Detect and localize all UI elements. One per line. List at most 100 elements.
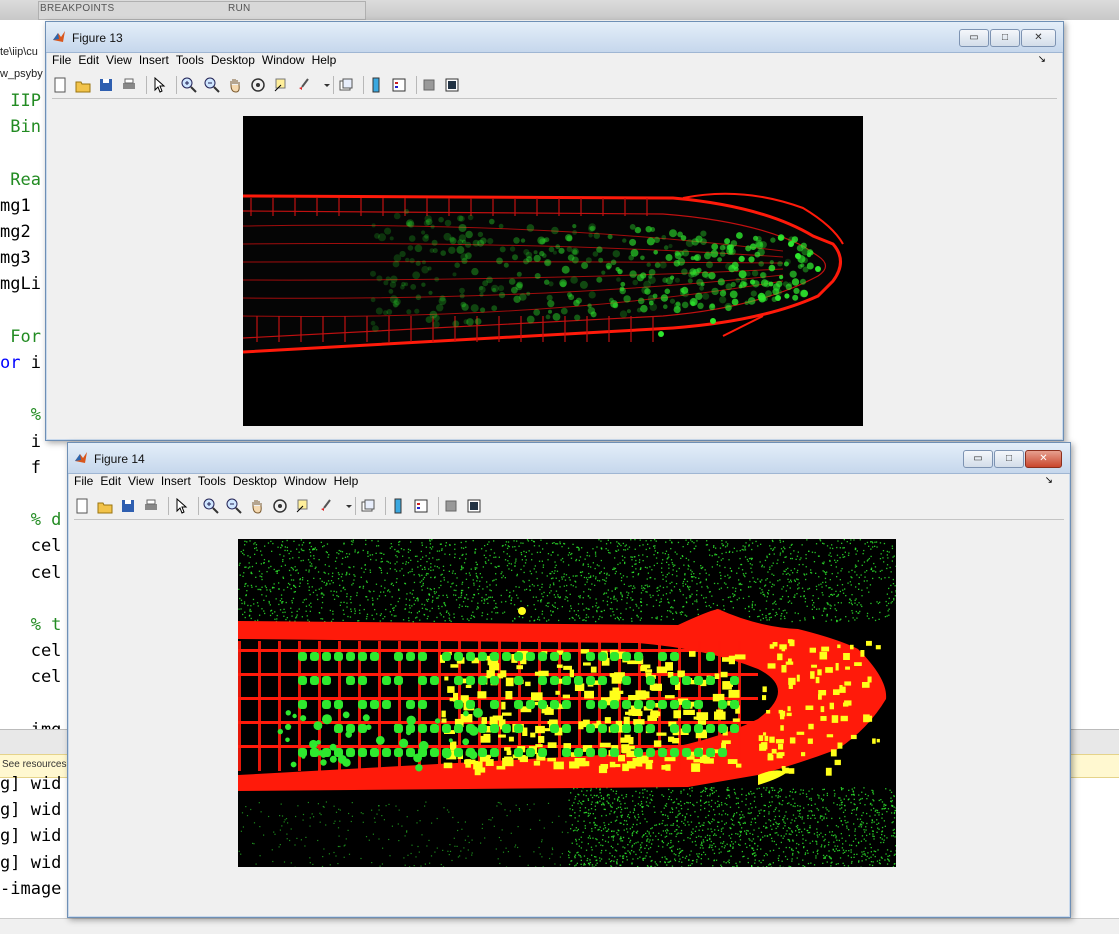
- code-line: or i: [0, 350, 41, 376]
- maximize-button[interactable]: □: [990, 29, 1020, 47]
- figure13-menubar: File Edit View Insert Tools Desktop Window Help…: [52, 53, 1057, 71]
- new-figure-icon[interactable]: [74, 498, 90, 514]
- menu-help[interactable]: Help: [334, 474, 359, 488]
- code-line: cel: [0, 638, 61, 664]
- link-plot-icon[interactable]: [338, 77, 354, 93]
- code-line: mg3: [0, 245, 31, 271]
- toolbar-separator: [146, 76, 147, 94]
- menu-window[interactable]: Window: [262, 53, 305, 67]
- legend-icon[interactable]: [413, 498, 429, 514]
- legend-icon[interactable]: [391, 77, 407, 93]
- maximize-button[interactable]: □: [994, 450, 1024, 468]
- figure14-toolbar: [74, 493, 1064, 520]
- zoom-in-icon[interactable]: [181, 77, 197, 93]
- command-line: g] wid: [0, 771, 61, 797]
- link-plot-icon[interactable]: [360, 498, 376, 514]
- data-cursor-icon[interactable]: [295, 498, 311, 514]
- figure13-axes-area: [52, 100, 1057, 434]
- figure14-window[interactable]: Figure 14 ▭ □ ✕ File Edit View Insert Tools D…: [67, 442, 1071, 918]
- colorbar-icon[interactable]: [390, 498, 406, 514]
- toolbar-separator: [333, 76, 334, 94]
- print-icon[interactable]: [121, 77, 137, 93]
- menu-tools[interactable]: Tools: [198, 474, 226, 488]
- figure14-title: Figure 14: [94, 452, 145, 466]
- menu-insert[interactable]: Insert: [161, 474, 191, 488]
- menu-tools[interactable]: Tools: [176, 53, 204, 67]
- path-fragment-2: w_psyby: [0, 68, 43, 80]
- toolbar-separator: [438, 497, 439, 515]
- menu-help[interactable]: Help: [312, 53, 337, 67]
- close-button[interactable]: ✕: [1025, 450, 1062, 468]
- menu-desktop[interactable]: Desktop: [233, 474, 277, 488]
- tab-breakpoints[interactable]: BREAKPOINTS: [40, 3, 114, 14]
- brush-icon[interactable]: [318, 498, 334, 514]
- menu-edit[interactable]: Edit: [100, 474, 121, 488]
- close-button[interactable]: ✕: [1021, 29, 1056, 47]
- tab-run[interactable]: RUN: [228, 3, 251, 14]
- menu-view[interactable]: View: [128, 474, 154, 488]
- figure14-axes-area: [74, 521, 1064, 911]
- figure13-image[interactable]: [243, 116, 863, 426]
- show-plot-tools-icon[interactable]: [444, 77, 460, 93]
- code-line: cel: [0, 664, 61, 690]
- figure13-titlebar[interactable]: Figure 13 ▭ □ ✕: [46, 22, 1063, 53]
- toolbar-separator: [168, 497, 169, 515]
- pan-hand-icon[interactable]: [249, 498, 265, 514]
- figure14-titlebar[interactable]: Figure 14 ▭ □ ✕: [68, 443, 1070, 474]
- zoom-out-icon[interactable]: [226, 498, 242, 514]
- dock-icon[interactable]: ↘: [1045, 475, 1053, 486]
- minimize-button[interactable]: ▭: [963, 450, 993, 468]
- menu-edit[interactable]: Edit: [78, 53, 99, 67]
- save-icon[interactable]: [98, 77, 114, 93]
- command-line: g] wid: [0, 797, 61, 823]
- command-line: g] wid: [0, 850, 61, 876]
- code-line: cel: [0, 533, 61, 559]
- figure14-menubar: File Edit View Insert Tools Desktop Window Help…: [74, 474, 1064, 492]
- code-line: Rea: [0, 167, 41, 193]
- toolbar-separator: [416, 76, 417, 94]
- status-bar: [0, 918, 1119, 934]
- pointer-icon[interactable]: [151, 77, 167, 93]
- code-line: mg2: [0, 219, 31, 245]
- open-file-icon[interactable]: [97, 498, 113, 514]
- pointer-icon[interactable]: [173, 498, 189, 514]
- matlab-logo-icon: [52, 30, 66, 44]
- code-line: mgLi: [0, 271, 41, 297]
- code-line: % t: [0, 612, 61, 638]
- toolbar-separator: [176, 76, 177, 94]
- new-figure-icon[interactable]: [52, 77, 68, 93]
- figure13-toolbar: [52, 72, 1057, 99]
- brush-icon[interactable]: [296, 77, 312, 93]
- menu-insert[interactable]: Insert: [139, 53, 169, 67]
- minimize-button[interactable]: ▭: [959, 29, 989, 47]
- dock-icon[interactable]: ↘: [1038, 54, 1046, 65]
- code-line: IIP: [0, 88, 41, 114]
- save-icon[interactable]: [120, 498, 136, 514]
- show-plot-tools-icon[interactable]: [466, 498, 482, 514]
- command-line: g] wid: [0, 823, 61, 849]
- menu-file[interactable]: File: [52, 53, 71, 67]
- figure14-image[interactable]: [238, 539, 896, 867]
- figure13-window[interactable]: Figure 13 ▭ □ ✕ File Edit View Insert Tools D…: [45, 21, 1064, 441]
- menu-desktop[interactable]: Desktop: [211, 53, 255, 67]
- colorbar-icon[interactable]: [368, 77, 384, 93]
- hide-plot-tools-icon[interactable]: [443, 498, 459, 514]
- menu-view[interactable]: View: [106, 53, 132, 67]
- menu-window[interactable]: Window: [284, 474, 327, 488]
- figure13-title: Figure 13: [72, 31, 123, 45]
- menu-file[interactable]: File: [74, 474, 93, 488]
- code-line: i: [0, 429, 41, 455]
- toolbar-separator: [385, 497, 386, 515]
- data-cursor-icon[interactable]: [273, 77, 289, 93]
- editor-top-strip: BREAKPOINTS RUN: [0, 0, 1119, 21]
- code-line: %: [0, 402, 41, 428]
- notice-text: See resources: [2, 759, 66, 770]
- rotate-3d-icon[interactable]: [272, 498, 288, 514]
- print-icon[interactable]: [143, 498, 159, 514]
- zoom-in-icon[interactable]: [203, 498, 219, 514]
- open-file-icon[interactable]: [75, 77, 91, 93]
- zoom-out-icon[interactable]: [204, 77, 220, 93]
- rotate-3d-icon[interactable]: [250, 77, 266, 93]
- pan-hand-icon[interactable]: [227, 77, 243, 93]
- hide-plot-tools-icon[interactable]: [421, 77, 437, 93]
